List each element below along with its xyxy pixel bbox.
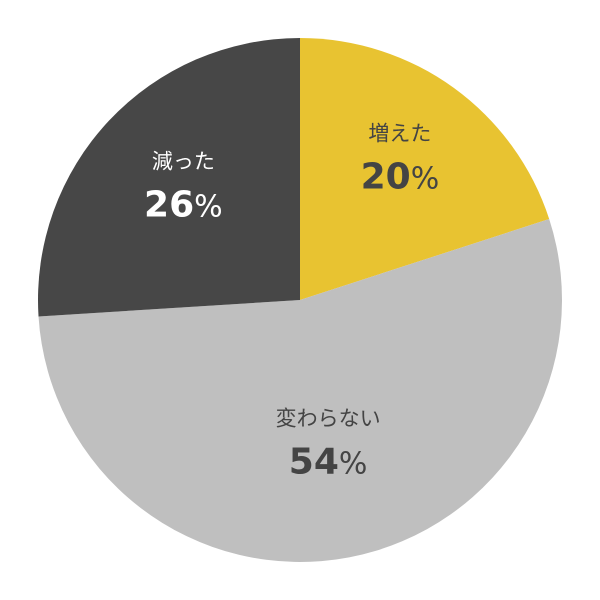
slice-percent-label: 54%: [289, 441, 368, 482]
slice-label: 変わらない: [276, 406, 381, 430]
slice-label: 増えた: [368, 121, 431, 145]
pie-slice: [38, 219, 563, 562]
pie-slice: [37, 38, 300, 317]
slice-percent-label: 26%: [144, 184, 223, 225]
pie-slice: [300, 38, 550, 300]
slice-percent-label: 20%: [361, 156, 440, 197]
slice-label: 減った: [152, 149, 215, 173]
